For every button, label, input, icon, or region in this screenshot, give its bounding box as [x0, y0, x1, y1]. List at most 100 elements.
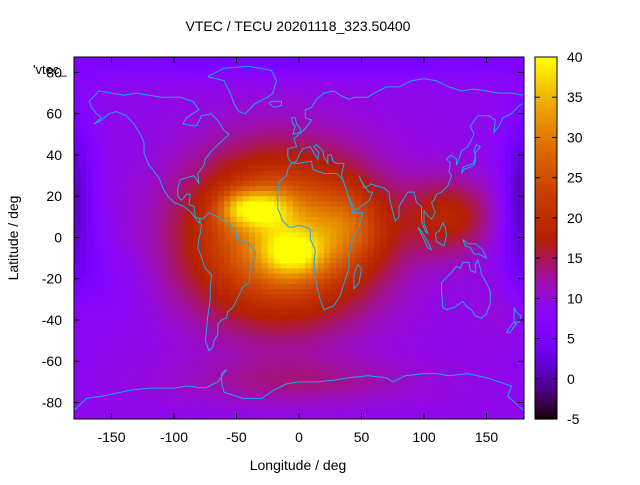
heatmap-cell — [267, 350, 275, 357]
heatmap-cell — [261, 154, 269, 161]
heatmap-cell — [211, 309, 219, 316]
heatmap-cell — [117, 294, 125, 300]
heatmap-cell — [474, 237, 481, 244]
heatmap-cell — [399, 149, 406, 156]
heatmap-cell — [317, 268, 325, 275]
heatmap-cell — [211, 180, 219, 187]
heatmap-cell — [486, 154, 494, 161]
heatmap-cell — [517, 129, 524, 135]
heatmap-cell — [236, 134, 244, 141]
heatmap-cell — [174, 242, 181, 249]
heatmap-cell — [311, 371, 319, 378]
heatmap-cell — [374, 304, 381, 311]
heatmap-cell — [155, 134, 163, 141]
heatmap-cell — [74, 191, 81, 197]
heatmap-cell — [486, 361, 494, 368]
heatmap-cell — [74, 206, 81, 213]
heatmap-cell — [130, 392, 138, 398]
heatmap-cell — [380, 407, 388, 414]
heatmap-cell — [267, 222, 275, 228]
heatmap-cell — [436, 314, 444, 321]
heatmap-cell — [286, 371, 294, 378]
heatmap-cell — [324, 87, 331, 94]
heatmap-cell — [199, 93, 206, 99]
heatmap-cell — [336, 129, 344, 135]
heatmap-cell — [424, 165, 431, 172]
heatmap-cell — [199, 335, 206, 342]
heatmap-cell — [317, 247, 325, 254]
heatmap-cell — [349, 407, 356, 414]
heatmap-cell — [199, 216, 206, 223]
heatmap-cell — [399, 273, 406, 280]
heatmap-cell — [255, 283, 263, 290]
heatmap-cell — [342, 98, 350, 105]
heatmap-cell — [399, 387, 406, 393]
heatmap-cell — [161, 113, 169, 120]
heatmap-cell — [236, 129, 244, 135]
heatmap-cell — [261, 216, 269, 223]
heatmap-cell — [430, 273, 438, 280]
heatmap-cell — [136, 402, 144, 409]
heatmap-cell — [442, 216, 450, 223]
heatmap-cell — [161, 201, 169, 208]
heatmap-cell — [342, 149, 350, 156]
heatmap-cell — [136, 278, 144, 285]
heatmap-cell — [236, 340, 244, 347]
heatmap-cell — [455, 366, 463, 373]
heatmap-cell — [99, 345, 106, 352]
heatmap-cell — [142, 325, 150, 331]
heatmap-cell — [205, 144, 213, 151]
heatmap-cell — [517, 289, 524, 295]
heatmap-cell — [174, 180, 181, 187]
heatmap-cell — [255, 72, 263, 79]
heatmap-cell — [224, 304, 231, 311]
heatmap-cell — [430, 82, 438, 89]
heatmap-cell — [499, 113, 506, 120]
heatmap-cell — [211, 263, 219, 270]
heatmap-cell — [367, 191, 375, 197]
heatmap-cell — [474, 314, 481, 321]
heatmap-cell — [436, 118, 444, 125]
heatmap-cell — [411, 335, 419, 342]
heatmap-cell — [505, 170, 513, 177]
heatmap-cell — [136, 294, 144, 300]
heatmap-cell — [224, 211, 231, 218]
heatmap-cell — [255, 118, 263, 125]
heatmap-cell — [461, 376, 469, 383]
heatmap-cell — [167, 175, 175, 182]
heatmap-cell — [442, 289, 450, 295]
heatmap-cell — [117, 103, 125, 110]
heatmap-cell — [430, 314, 438, 321]
heatmap-cell — [80, 350, 88, 357]
heatmap-cell — [142, 237, 150, 244]
heatmap-cell — [299, 232, 306, 239]
heatmap-cell — [374, 57, 381, 63]
heatmap-cell — [292, 222, 300, 228]
heatmap-cell — [499, 330, 506, 337]
heatmap-cell — [330, 402, 338, 409]
heatmap-cell — [467, 273, 475, 280]
heatmap-cell — [386, 325, 394, 331]
heatmap-cell — [261, 124, 269, 130]
heatmap-cell — [174, 247, 181, 254]
heatmap-cell — [374, 62, 381, 68]
heatmap-cell — [236, 108, 244, 115]
heatmap-cell — [480, 345, 488, 352]
heatmap-cell — [99, 134, 106, 141]
heatmap-cell — [192, 376, 200, 383]
heatmap-cell — [511, 340, 519, 347]
heatmap-cell — [192, 196, 200, 202]
heatmap-cell — [330, 139, 338, 146]
heatmap-cell — [267, 77, 275, 84]
heatmap-cell — [186, 134, 194, 141]
heatmap-cell — [517, 283, 524, 290]
heatmap-cell — [349, 247, 356, 254]
heatmap-cell — [186, 227, 194, 233]
heatmap-cell — [511, 289, 519, 295]
heatmap-cell — [380, 113, 388, 120]
heatmap-cell — [155, 392, 163, 398]
heatmap-cell — [217, 98, 225, 105]
heatmap-cell — [367, 232, 375, 239]
heatmap-cell — [142, 185, 150, 192]
heatmap-cell — [111, 206, 119, 213]
